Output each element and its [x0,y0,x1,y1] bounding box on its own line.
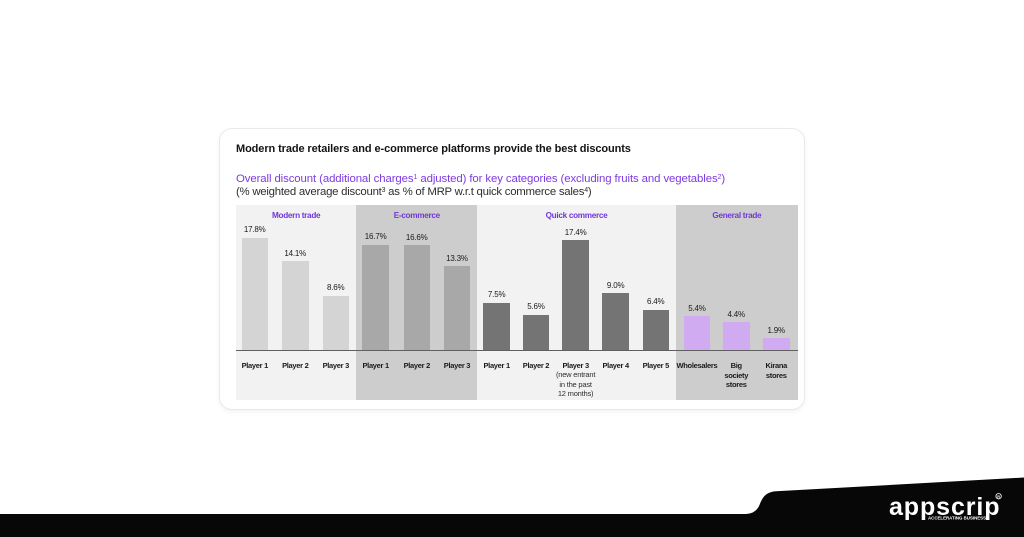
svg-text:appscrip: appscrip [889,493,1000,521]
svg-text:R: R [997,495,1000,499]
svg-text:ACCELERATING BUSINESS: ACCELERATING BUSINESS [928,516,987,522]
